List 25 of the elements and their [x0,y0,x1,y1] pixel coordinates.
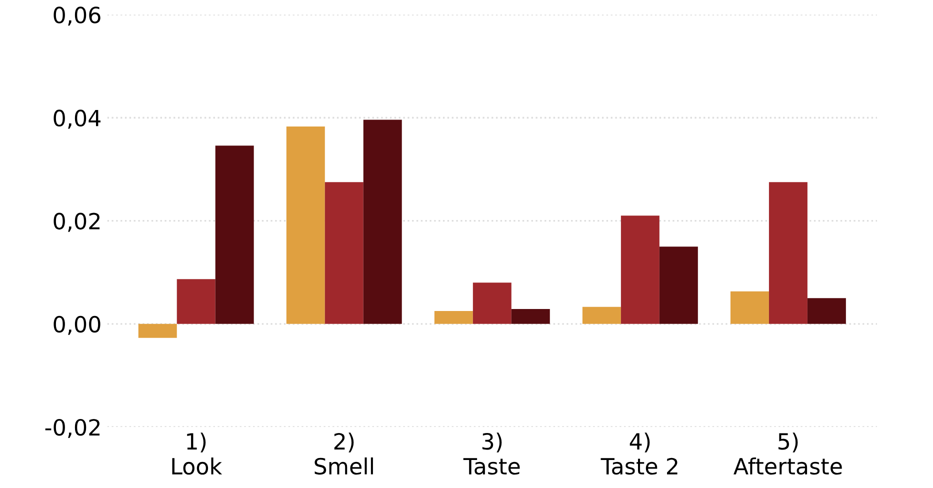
bar [582,306,621,324]
y-tick-label: 0,06 [54,6,100,26]
bar [768,182,808,324]
bar [176,279,216,324]
y-tick-label: 0,04 [54,110,100,129]
bar [138,324,177,338]
x-tick-label: 4) Taste 2 [600,432,678,475]
bar [434,311,473,324]
bar [807,298,846,324]
bar [286,126,325,324]
bar [730,291,769,324]
bar [215,146,254,324]
x-tick-label: 3) Taste [463,432,520,475]
bar [472,282,512,324]
bar [659,246,698,324]
bar [363,120,402,324]
x-tick-label: 5) Aftertaste [734,432,842,475]
y-tick-label: 0,02 [54,212,100,232]
bar [324,182,364,324]
bar [620,216,660,324]
y-tick-label: -0,02 [45,418,100,438]
bar [511,308,550,324]
y-tick-label: 0,00 [54,316,100,335]
x-tick-label: 1) Look [172,432,222,475]
x-tick-label: 2) Smell [314,432,373,475]
